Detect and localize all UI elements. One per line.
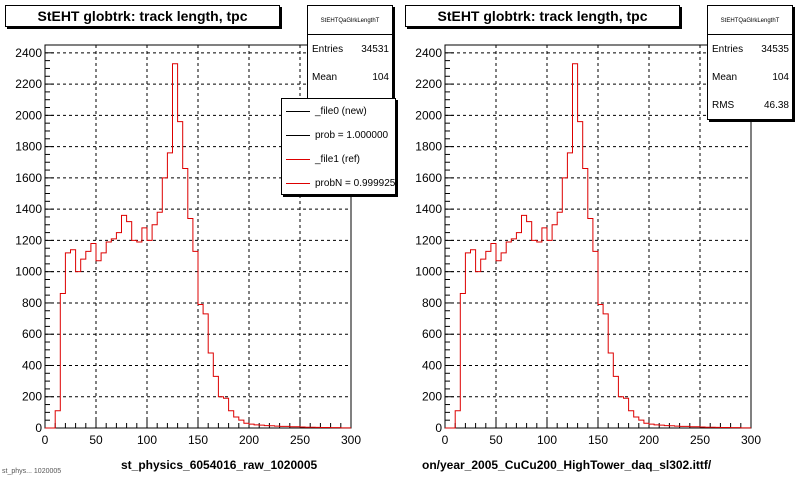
chart-title: StEHT globtrk: track length, tpc	[5, 5, 280, 27]
stats-rms-row: RMS 46.38	[712, 100, 789, 111]
histogram-plot: 0 50 100 150 200 250 300 0 200 400 600 800 1000 1200 1…	[15, 44, 361, 447]
legend-line-red	[286, 182, 310, 184]
x-tick-label: 100	[537, 433, 557, 447]
stats-entries-value: 34531	[361, 44, 389, 55]
x-tick-label: 50	[489, 433, 503, 447]
legend-label: _file0 (new)	[315, 105, 367, 117]
x-tick-label: 0	[442, 433, 449, 447]
stats-entries-row: Entries 34531	[312, 44, 389, 55]
stats-entries-label: Entries	[312, 44, 344, 55]
x-tick-label: 300	[741, 433, 761, 447]
y-tick-label: 0	[435, 421, 442, 435]
y-tick-label: 1200	[15, 233, 42, 247]
legend-entry: _file1 (ref)	[282, 147, 395, 171]
stats-name: StEHTQaGlrkLengthT	[720, 18, 780, 24]
y-tick-label: 2400	[15, 46, 42, 60]
y-tick-label: 800	[22, 296, 42, 310]
y-tick-label: 800	[422, 296, 442, 310]
x-tick-label: 300	[341, 433, 361, 447]
histogram-series-line	[445, 63, 751, 429]
y-tick-label: 1600	[15, 171, 42, 185]
stats-rms-label: RMS	[712, 100, 735, 111]
y-tick-label: 2200	[15, 77, 42, 91]
stats-entries-label: Entries	[712, 44, 744, 55]
y-tick-label: 0	[35, 421, 42, 435]
stats-mean-value: 104	[372, 72, 389, 83]
y-tick-label: 600	[422, 327, 442, 341]
footer-text: st_phys... 1020005	[2, 468, 62, 475]
legend-line-black	[286, 134, 310, 136]
left-histogram-pad: StEHT globtrk: track length, tpc 0 50 100 1…	[5, 5, 396, 472]
y-tick-label: 2200	[415, 77, 442, 91]
stats-mean-row: Mean 104	[312, 72, 389, 83]
x-tick-label: 0	[42, 433, 49, 447]
y-tick-label: 2000	[15, 108, 42, 122]
y-tick-label: 2000	[415, 108, 442, 122]
legend-label: _file1 (ref)	[315, 153, 361, 165]
y-tick-label: 200	[22, 390, 42, 404]
x-tick-label: 150	[588, 433, 608, 447]
legend: _file0 (new) prob = 1.000000 _file1 (ref…	[281, 98, 396, 195]
legend-label: prob = 1.000000	[315, 129, 389, 141]
legend-label: probN = 0.999925	[315, 177, 396, 189]
x-tick-label: 200	[639, 433, 659, 447]
x-tick-label: 50	[89, 433, 103, 447]
y-tick-label: 1400	[415, 202, 442, 216]
y-tick-label: 200	[422, 390, 442, 404]
legend-line-red	[286, 158, 310, 160]
y-tick-label: 400	[422, 358, 442, 372]
stats-rms-value: 46.38	[763, 100, 789, 111]
stats-mean-label: Mean	[712, 72, 738, 83]
x-tick-label: 150	[188, 433, 208, 447]
right-histogram-pad: StEHT globtrk: track length, tpc 0 50 100 1…	[400, 0, 800, 480]
histogram-plot: 0 50 100 150 200 250 300 0 200 400 600 800 1000 1200 1…	[415, 44, 761, 447]
legend-line-black	[286, 110, 310, 112]
stats-name: StEHTQaGlrkLengthT	[320, 18, 380, 24]
stats-mean-value: 104	[772, 72, 789, 83]
y-tick-label: 1800	[415, 140, 442, 154]
stats-mean-row: Mean 104	[712, 72, 789, 83]
legend-entry: _file0 (new)	[282, 99, 395, 123]
y-tick-label: 1000	[415, 265, 442, 279]
y-tick-label: 2400	[415, 46, 442, 60]
stats-box: StEHTQaGlrkLengthT Entries 34535 Mean 10…	[707, 5, 793, 120]
x-tick-label: 250	[690, 433, 710, 447]
y-tick-label: 1800	[15, 140, 42, 154]
x-tick-label: 100	[137, 433, 157, 447]
y-tick-label: 1400	[15, 202, 42, 216]
legend-entry: prob = 1.000000	[282, 123, 395, 147]
stats-entries-value: 34535	[761, 44, 789, 55]
chart-title: StEHT globtrk: track length, tpc	[405, 5, 680, 27]
y-tick-label: 400	[22, 358, 42, 372]
x-tick-label: 250	[290, 433, 310, 447]
x-tick-label: 200	[239, 433, 259, 447]
legend-entry: probN = 0.999925	[282, 171, 396, 194]
stats-entries-row: Entries 34535	[712, 44, 789, 55]
y-tick-label: 1600	[415, 171, 442, 185]
y-tick-label: 1000	[15, 265, 42, 279]
stats-mean-label: Mean	[312, 72, 338, 83]
x-axis-title: on/year_2005_CuCu200_HighTower_daq_sl302…	[422, 458, 712, 472]
y-tick-label: 600	[22, 327, 42, 341]
y-tick-label: 1200	[415, 233, 442, 247]
x-axis-title: st_physics_6054016_raw_1020005	[121, 458, 318, 472]
histogram-series-line	[45, 63, 351, 429]
